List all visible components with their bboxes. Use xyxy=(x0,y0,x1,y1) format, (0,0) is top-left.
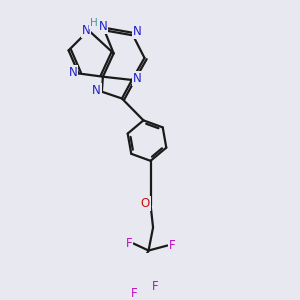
Text: F: F xyxy=(126,237,132,250)
Text: N: N xyxy=(82,24,91,37)
Text: H: H xyxy=(90,18,98,28)
Text: N: N xyxy=(133,72,142,85)
Text: N: N xyxy=(69,66,77,79)
Text: O: O xyxy=(140,197,150,210)
Text: F: F xyxy=(169,239,175,252)
Text: N: N xyxy=(92,84,101,97)
Text: N: N xyxy=(133,25,142,38)
Text: F: F xyxy=(152,280,158,292)
Text: F: F xyxy=(131,287,138,300)
Text: N: N xyxy=(99,20,107,33)
